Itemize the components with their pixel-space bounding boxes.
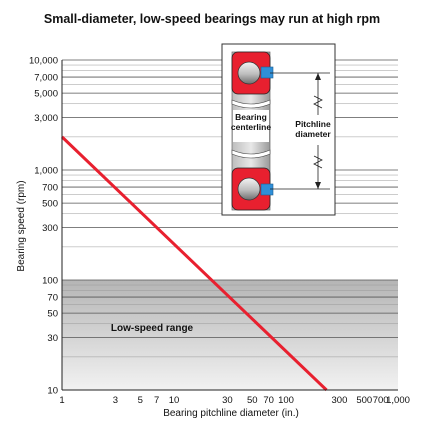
y-tick-label: 5,000 bbox=[34, 89, 58, 100]
y-tick-label: 10,000 bbox=[29, 56, 58, 67]
shaft-break-top-icon bbox=[231, 99, 271, 109]
x-tick-label: 500 bbox=[356, 395, 372, 406]
bearing-inset: Bearing centerline Pitchline diameter bbox=[221, 43, 336, 216]
x-tick-label: 50 bbox=[247, 395, 258, 406]
x-tick-label: 3 bbox=[113, 395, 118, 406]
x-tick-label: 1,000 bbox=[386, 395, 410, 406]
y-tick-labels: 10 30 50 70 100 300 500 700 1,000 3,000 5,000 7,000… bbox=[29, 56, 58, 397]
centerline-label-bg bbox=[233, 110, 269, 142]
pitchline-label-bg bbox=[294, 117, 332, 143]
y-tick-label: 100 bbox=[42, 276, 58, 287]
break-mark-top-icon bbox=[313, 95, 323, 109]
x-tick-label: 100 bbox=[278, 395, 294, 406]
x-tick-label: 700 bbox=[373, 395, 389, 406]
x-tick-label: 70 bbox=[263, 395, 274, 406]
y-tick-label: 7,000 bbox=[34, 73, 58, 84]
x-tick-label: 1 bbox=[59, 395, 64, 406]
y-tick-label: 500 bbox=[42, 199, 58, 210]
arrow-down-icon bbox=[315, 182, 321, 189]
chart-title: Small-diameter, low-speed bearings may r… bbox=[44, 12, 380, 26]
y-tick-label: 10 bbox=[47, 386, 58, 397]
centerline-label-line2: centerline bbox=[231, 122, 271, 132]
y-tick-label: 3,000 bbox=[34, 113, 58, 124]
x-tick-label: 10 bbox=[169, 395, 180, 406]
shaded-region-label: Low-speed range bbox=[111, 323, 194, 334]
x-tick-label: 30 bbox=[222, 395, 233, 406]
series-group bbox=[60, 135, 328, 392]
centerline-label-line1: Bearing bbox=[235, 112, 267, 122]
arrow-up-icon bbox=[315, 73, 321, 80]
seal-bottom-icon bbox=[260, 183, 274, 196]
shaft-break-bottom-icon bbox=[231, 149, 271, 159]
y-axis-label: Bearing speed (rpm) bbox=[16, 180, 27, 271]
x-tick-label: 5 bbox=[138, 395, 143, 406]
y-tick-label: 700 bbox=[42, 183, 58, 194]
speed-limit-line bbox=[60, 135, 328, 392]
x-tick-label: 300 bbox=[332, 395, 348, 406]
y-tick-label: 50 bbox=[47, 309, 58, 320]
break-mark-bottom-icon bbox=[313, 155, 323, 169]
y-tick-label: 1,000 bbox=[34, 166, 58, 177]
x-axis-label: Bearing pitchline diameter (in.) bbox=[163, 408, 299, 419]
pitchline-label-line1: Pitchline bbox=[295, 119, 331, 129]
y-tick-label: 30 bbox=[47, 333, 58, 344]
y-tick-label: 300 bbox=[42, 223, 58, 234]
x-tick-label: 7 bbox=[154, 395, 159, 406]
pitchline-label-line2: diameter bbox=[295, 129, 331, 139]
y-tick-label: 70 bbox=[47, 293, 58, 304]
seal-top-icon bbox=[260, 66, 274, 79]
bearing-ball-bottom-icon bbox=[237, 177, 261, 201]
bearing-ball-top-icon bbox=[237, 61, 261, 85]
